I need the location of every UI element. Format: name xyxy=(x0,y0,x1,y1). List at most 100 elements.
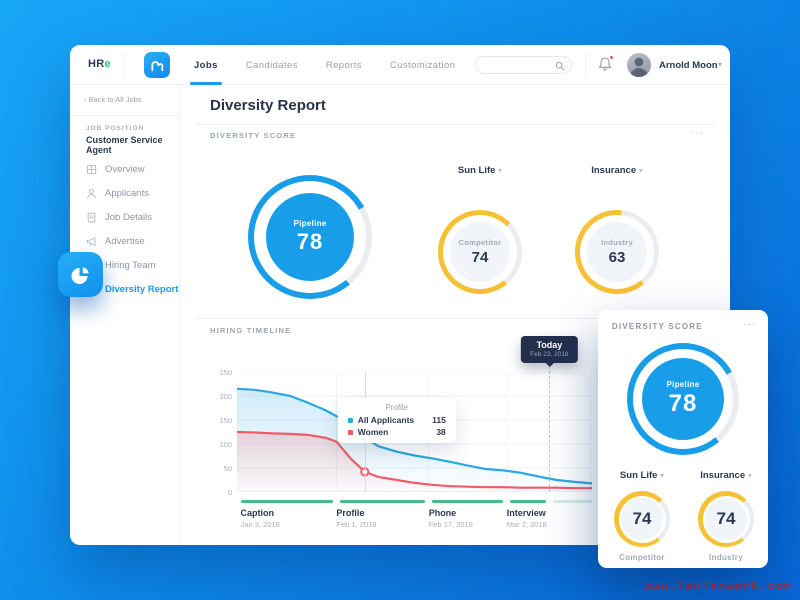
company-mark-icon xyxy=(151,61,164,72)
avatar-silhouette-icon xyxy=(630,57,648,77)
tab-jobs[interactable]: Jobs xyxy=(190,45,222,85)
legend-series-name: All Applicants xyxy=(357,415,415,425)
y-tick-label: 250 xyxy=(219,368,232,377)
hiring-timeline-chart: 0 50 100 150 200 250 Today Feb 23, 2018 Profi… xyxy=(219,336,594,529)
chevron-down-icon: ▾ xyxy=(747,471,752,480)
sidebar-item-advertise[interactable]: Advertise xyxy=(70,231,179,251)
card-pipeline-gauge[interactable]: Pipeline 78 xyxy=(642,358,724,440)
legend-title: Profile xyxy=(385,403,409,412)
sidebar-item-label: Hiring Team xyxy=(105,259,156,271)
stage-label[interactable]: Caption xyxy=(240,508,275,518)
sidebar-item-job-details[interactable]: Job Details xyxy=(70,207,179,227)
stage-label[interactable]: Phone xyxy=(428,508,457,518)
card-competitor-dropdown[interactable]: Sun Life ▾ xyxy=(619,470,665,481)
main-content: Diversity Report DIVERSITY SCORE ··· Pip… xyxy=(180,85,730,544)
app-logo[interactable]: HRe xyxy=(88,58,111,70)
progress-segment xyxy=(339,500,426,503)
diversity-score-heading: DIVERSITY SCORE xyxy=(210,131,297,140)
chevron-down-icon: ▾ xyxy=(498,166,503,175)
divider xyxy=(196,124,714,125)
pipeline-gauge[interactable]: Pipeline 78 xyxy=(266,193,354,281)
y-tick-label: 100 xyxy=(219,440,232,449)
diversity-report-shortcut-tile[interactable] xyxy=(58,252,103,297)
today-label: Today xyxy=(536,340,563,350)
pipeline-value: 78 xyxy=(296,229,324,254)
card-industry-gauge[interactable]: 74 xyxy=(705,498,747,540)
progress-segment xyxy=(240,500,333,503)
industry-label: Industry xyxy=(601,238,633,247)
search-input[interactable] xyxy=(484,58,556,72)
y-tick-label: 0 xyxy=(227,488,232,497)
progress-segment xyxy=(432,500,504,503)
stage-label[interactable]: Profile xyxy=(336,508,365,518)
tab-candidates[interactable]: Candidates xyxy=(245,59,298,71)
app-window: HRe Jobs Candidates Reports Customizatio… xyxy=(70,45,730,545)
competitor-value: 74 xyxy=(471,249,489,266)
industry-dropdown[interactable]: Insurance ▾ xyxy=(591,165,643,176)
card-industry-label: Industry xyxy=(709,553,743,562)
user-avatar[interactable] xyxy=(627,53,651,77)
divider xyxy=(124,53,125,77)
company-logo[interactable] xyxy=(144,52,170,78)
sidebar-item-label: Diversity Report xyxy=(105,283,179,295)
card-pipeline-label: Pipeline xyxy=(666,380,700,389)
watermark: www.lanlanwork.com xyxy=(644,580,792,594)
hiring-timeline-heading: HIRING TIMELINE xyxy=(210,326,292,335)
overview-icon xyxy=(86,164,97,174)
search-box[interactable] xyxy=(475,56,572,74)
stage-label[interactable]: Interview xyxy=(506,508,546,518)
competitor-label: Competitor xyxy=(458,238,502,247)
document-icon xyxy=(87,212,96,222)
chevron-down-icon: ▾ xyxy=(660,471,665,480)
stage-date: Feb 17, 2018 xyxy=(428,520,473,529)
top-navigation: HRe Jobs Candidates Reports Customizatio… xyxy=(70,45,730,85)
y-tick-label: 150 xyxy=(219,416,232,425)
industry-gauge[interactable]: Industry 63 xyxy=(587,222,647,282)
industry-value: 63 xyxy=(608,249,626,266)
card-more-options-button[interactable]: ··· xyxy=(743,319,756,330)
y-tick-label: 50 xyxy=(223,464,232,473)
legend-row: All Applicants 115 xyxy=(347,415,446,425)
stage-date: Feb 1, 2018 xyxy=(336,520,377,529)
card-competitor-gauge[interactable]: 74 xyxy=(621,498,663,540)
pie-chart-icon xyxy=(71,266,89,284)
card-competitor-value: 74 xyxy=(632,509,652,528)
diversity-score-card: DIVERSITY SCORE ··· Pipeline 78 Sun Life… xyxy=(598,310,768,568)
legend-swatch xyxy=(347,417,353,423)
card-industry-dropdown[interactable]: Insurance ▾ xyxy=(700,470,752,481)
bell-icon xyxy=(598,57,612,71)
legend-series-value: 115 xyxy=(432,415,446,425)
y-tick-label: 200 xyxy=(219,392,232,401)
search-icon xyxy=(555,61,565,70)
more-options-button[interactable]: ··· xyxy=(691,127,704,138)
nav-tabs: Jobs Candidates Reports Customization xyxy=(190,45,456,85)
sidebar-item-overview[interactable]: Overview xyxy=(70,159,179,179)
stage-date: Jan 3, 2018 xyxy=(240,520,280,529)
job-position-value: Customer Service Agent xyxy=(86,135,163,155)
megaphone-icon xyxy=(86,236,96,246)
legend-series-value: 38 xyxy=(436,427,446,437)
card-industry-value: 74 xyxy=(716,509,736,528)
competitor-gauge[interactable]: Competitor 74 xyxy=(450,222,510,282)
back-to-all-jobs-link[interactable]: ‹ Back to All Jobs xyxy=(84,95,142,104)
user-name[interactable]: Arnold Moon xyxy=(659,60,718,71)
app-body: ‹ Back to All Jobs JOB POSITION Customer… xyxy=(70,85,730,544)
card-pipeline-value: 78 xyxy=(668,390,698,417)
chevron-down-icon: ▾ xyxy=(638,166,643,175)
notification-badge xyxy=(609,55,614,60)
sidebar: ‹ Back to All Jobs JOB POSITION Customer… xyxy=(70,85,180,544)
competitor-dropdown[interactable]: Sun Life ▾ xyxy=(457,165,503,176)
sidebar-item-applicants[interactable]: Applicants xyxy=(70,183,179,203)
tab-customization[interactable]: Customization xyxy=(389,59,456,71)
sidebar-item-label: Advertise xyxy=(105,235,145,247)
stage-date: Mar 2, 2018 xyxy=(506,520,547,529)
divider xyxy=(196,318,714,319)
card-competitor-label: Competitor xyxy=(619,553,665,562)
today-date: Feb 23, 2018 xyxy=(530,351,569,358)
chevron-down-icon[interactable]: ▾ xyxy=(718,60,723,69)
notifications-button[interactable] xyxy=(598,55,614,74)
sidebar-item-label: Applicants xyxy=(105,187,149,199)
card-heading: DIVERSITY SCORE xyxy=(612,322,703,331)
tab-reports[interactable]: Reports xyxy=(325,59,362,71)
